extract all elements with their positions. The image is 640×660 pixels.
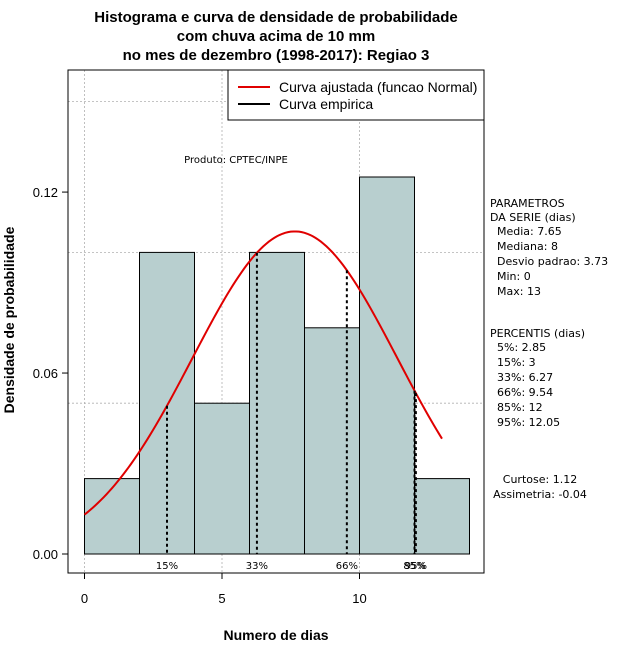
- legend-box: [227, 69, 485, 121]
- parametro-value: Max: 13: [497, 285, 541, 298]
- y-tick-label: 0.06: [33, 366, 58, 381]
- parametro-value: Mediana: 8: [497, 240, 558, 253]
- percentile-label-33%: 33%: [246, 561, 268, 572]
- percentile-label-85%: 85%: [403, 561, 425, 572]
- histogram-bar: [194, 402, 250, 555]
- shape-statistic: Assimetria: -0.04: [493, 488, 587, 501]
- legend: Curva ajustada (funcao Normal)Curva empi…: [227, 69, 485, 121]
- plot-area: 15% 33% 66% 85%95% 0.00 0.06 0.12 0 5 10 Numero de…: [1, 69, 485, 643]
- x-tick-label: 0: [81, 591, 88, 606]
- percentil-value: 5%: 2.85: [497, 341, 546, 354]
- parametro-value: Desvio padrao: 3.73: [497, 255, 608, 268]
- x-axis-label: Numero de dias: [223, 627, 328, 643]
- normal-curve: [83, 230, 443, 516]
- legend-label: Curva empirica: [279, 96, 373, 112]
- parametro-value: Media: 7.65: [497, 225, 562, 238]
- shape-statistic: Curtose: 1.12: [503, 473, 577, 486]
- percentil-value: 15%: 3: [497, 356, 536, 369]
- x-tick-label: 10: [352, 591, 366, 606]
- parametros-heading: PARAMETROS: [490, 197, 565, 210]
- histogram-bar: [359, 176, 415, 555]
- percentil-value: 95%: 12.05: [497, 416, 560, 429]
- title-line-2: com chuva acima de 10 mm: [177, 28, 375, 45]
- percentil-value: 66%: 9.54: [497, 386, 553, 399]
- y-axis-label: Densidade de probabilidade: [1, 226, 17, 413]
- percentile-label-95%: 95%: [405, 561, 427, 572]
- title-line-1: Histograma e curva de densidade de proba…: [94, 9, 457, 26]
- chart-title: Histograma e curva de densidade de proba…: [94, 9, 457, 64]
- percentile-label-15%: 15%: [156, 561, 178, 572]
- histogram-bar: [84, 478, 140, 555]
- percentil-value: 33%: 6.27: [497, 371, 553, 384]
- product-annotation: Produto: CPTEC/INPE: [184, 155, 288, 166]
- x-tick-label: 5: [218, 591, 225, 606]
- parametros-heading: DA SERIE (dias): [490, 211, 576, 224]
- percentile-label-66%: 66%: [336, 561, 358, 572]
- y-tick-label: 0.00: [33, 547, 58, 562]
- legend-label: Curva ajustada (funcao Normal): [279, 79, 477, 95]
- title-line-3: no mes de dezembro (1998-2017): Regiao 3: [123, 47, 430, 64]
- y-tick-label: 0.12: [33, 185, 58, 200]
- percentil-value: 85%: 12: [497, 401, 543, 414]
- histogram-bar: [414, 478, 470, 555]
- histogram-bar: [249, 251, 305, 555]
- histogram-bar: [304, 327, 360, 555]
- percentis-heading: PERCENTIS (dias): [490, 327, 585, 340]
- parametro-value: Min: 0: [497, 270, 531, 283]
